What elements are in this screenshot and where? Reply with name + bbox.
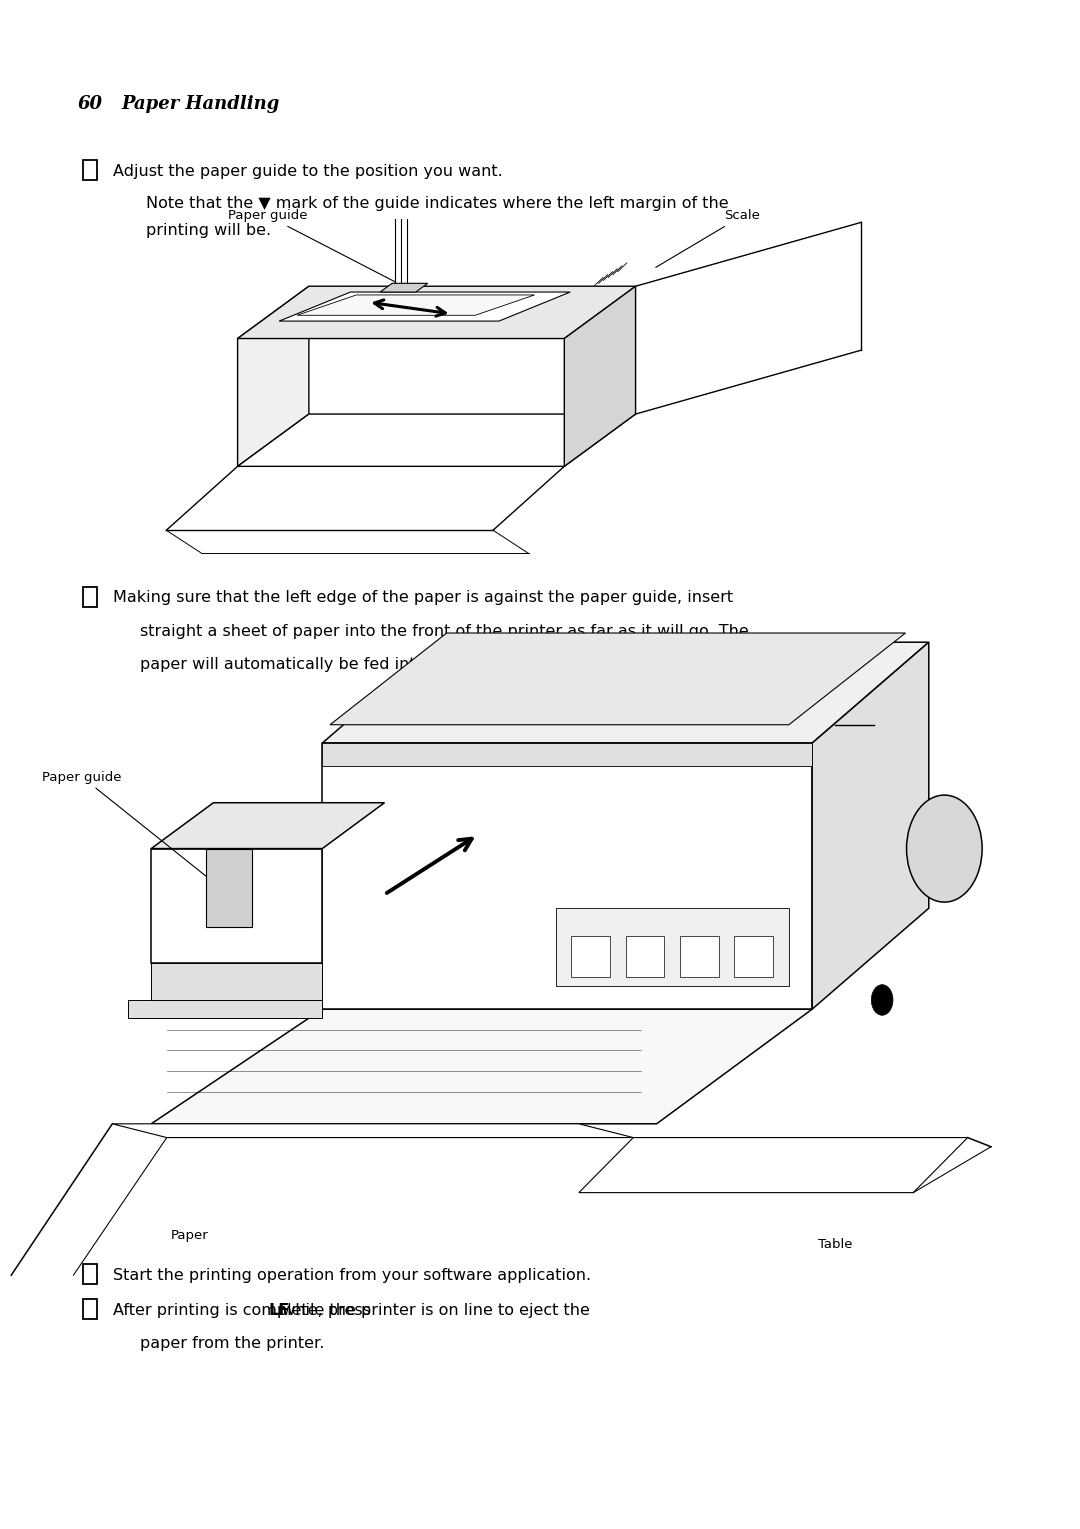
Text: paper from the printer.: paper from the printer. xyxy=(140,1336,325,1352)
Polygon shape xyxy=(127,1000,322,1018)
Polygon shape xyxy=(625,936,664,977)
Bar xyxy=(83,1300,97,1320)
Polygon shape xyxy=(579,1138,968,1193)
Polygon shape xyxy=(279,292,570,321)
Text: Adjust the paper guide to the position you want.: Adjust the paper guide to the position y… xyxy=(113,164,503,179)
Polygon shape xyxy=(330,633,905,725)
Polygon shape xyxy=(555,908,788,986)
Polygon shape xyxy=(571,936,610,977)
Polygon shape xyxy=(151,1009,812,1124)
Polygon shape xyxy=(112,1124,633,1138)
Bar xyxy=(83,1264,97,1284)
Circle shape xyxy=(872,985,893,1015)
Polygon shape xyxy=(151,803,384,849)
Text: straight a sheet of paper into the front of the printer as far as it will go. Th: straight a sheet of paper into the front… xyxy=(140,624,750,639)
Polygon shape xyxy=(297,295,535,315)
Polygon shape xyxy=(322,642,929,743)
Text: paper will automatically be fed into the printer.: paper will automatically be fed into the… xyxy=(140,657,521,673)
Text: 60: 60 xyxy=(78,95,103,113)
Bar xyxy=(83,161,97,180)
Text: Table: Table xyxy=(819,1238,853,1252)
Text: printing will be.: printing will be. xyxy=(146,223,271,239)
Text: After printing is complete, press: After printing is complete, press xyxy=(113,1303,377,1318)
Polygon shape xyxy=(812,642,929,1009)
Polygon shape xyxy=(151,963,322,1000)
Text: Start the printing operation from your software application.: Start the printing operation from your s… xyxy=(113,1268,592,1283)
Text: while the printer is on line to eject the: while the printer is on line to eject th… xyxy=(278,1303,590,1318)
Polygon shape xyxy=(680,936,719,977)
Text: Scale: Scale xyxy=(656,209,760,268)
Polygon shape xyxy=(322,743,812,766)
Polygon shape xyxy=(322,743,812,1009)
Polygon shape xyxy=(238,414,635,466)
Polygon shape xyxy=(565,286,635,466)
Text: Paper guide: Paper guide xyxy=(228,209,395,281)
Text: Paper Handling: Paper Handling xyxy=(121,95,280,113)
Polygon shape xyxy=(151,849,322,963)
Circle shape xyxy=(906,795,982,902)
Text: Paper: Paper xyxy=(172,1229,208,1243)
Text: Paper guide: Paper guide xyxy=(42,771,227,893)
Text: LF: LF xyxy=(268,1303,289,1318)
Polygon shape xyxy=(205,849,253,927)
Polygon shape xyxy=(734,936,773,977)
Bar xyxy=(83,587,97,607)
Polygon shape xyxy=(238,286,635,338)
Text: Note that the ▼ mark of the guide indicates where the left margin of the: Note that the ▼ mark of the guide indica… xyxy=(146,196,728,211)
Polygon shape xyxy=(380,283,428,292)
Text: Making sure that the left edge of the paper is against the paper guide, insert: Making sure that the left edge of the pa… xyxy=(113,590,733,605)
Polygon shape xyxy=(238,286,309,466)
